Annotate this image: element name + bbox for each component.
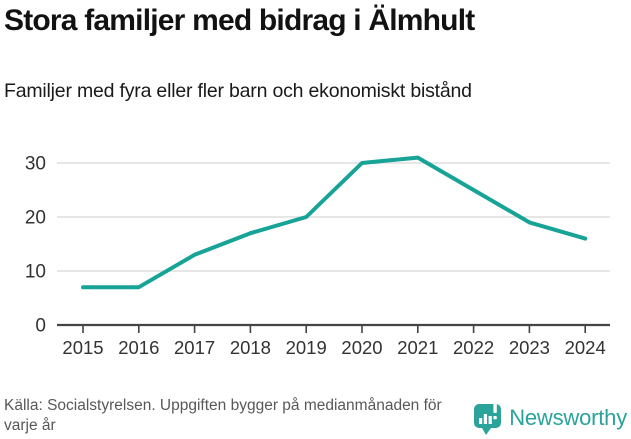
x-tick-label: 2019 — [286, 337, 327, 358]
y-tick-label: 10 — [25, 262, 46, 283]
newsworthy-wordmark: Newsworthy — [509, 404, 627, 430]
source-note: Källa: Socialstyrelsen. Uppgiften bygger… — [4, 397, 442, 435]
chart-title: Stora familjer med bidrag i Älmhult — [4, 4, 475, 37]
newsworthy-bubble-chart-icon — [474, 402, 502, 435]
x-tick-label: 2016 — [118, 337, 159, 358]
x-tick-label: 2015 — [62, 337, 103, 358]
x-tick-label: 2022 — [453, 337, 494, 358]
x-tick-label: 2020 — [341, 337, 382, 358]
newsworthy-logo[interactable]: Newsworthy — [473, 400, 627, 435]
x-tick-label: 2017 — [174, 337, 215, 358]
chart-footer: Källa: Socialstyrelsen. Uppgiften bygger… — [2, 394, 627, 437]
x-tick-label: 2021 — [397, 337, 438, 358]
y-tick-label: 0 — [35, 316, 46, 337]
line-chart: 0 10 20 30 2015 2016 2017 2018 2019 2020 2021 2022 2… — [0, 130, 631, 370]
x-tick-label: 2023 — [509, 337, 550, 358]
x-tick-label: 2018 — [230, 337, 271, 358]
x-tick-label: 2024 — [565, 337, 606, 358]
y-tick-label: 30 — [25, 154, 46, 175]
chart-subtitle: Familjer med fyra eller fler barn och ek… — [4, 80, 472, 102]
y-tick-label: 20 — [25, 208, 46, 229]
line-chart-svg: 0 10 20 30 2015 2016 2017 2018 2019 2020 2021 2022 2… — [25, 154, 610, 358]
data-line — [81, 155, 588, 290]
